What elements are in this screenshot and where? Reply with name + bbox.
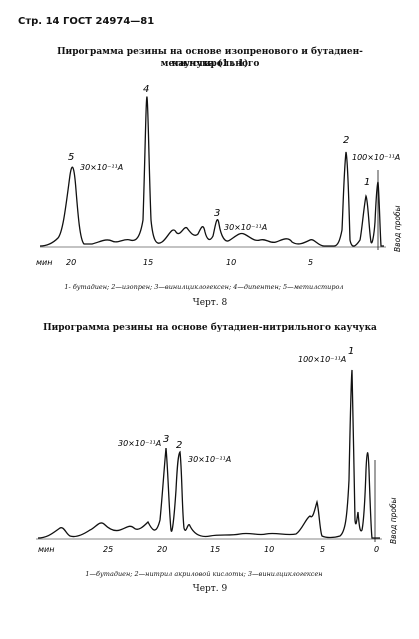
fig9-tick-10: 10: [264, 545, 274, 554]
fig9-title: Пирограмма резины на основе бутадиен-нит…: [43, 323, 377, 333]
fig9-peak-1: 1: [348, 346, 354, 357]
fig8-peak-2: 2: [343, 135, 349, 146]
fig8-tick-20: 20: [66, 258, 76, 267]
fig8-trace: [39, 96, 384, 247]
fig9-chert: Черт. 9: [192, 584, 228, 594]
fig9-trace: [37, 369, 380, 539]
fig8-chert: Черт. 8: [192, 298, 228, 308]
fig9-tick-5: 5: [320, 545, 325, 554]
fig8-tick-5: 5: [308, 258, 313, 267]
fig8-annotation-5: 30×10⁻¹¹A: [80, 163, 123, 172]
fig9-legend: 1—бутадиен; 2—нитрил акриловой кислоты; …: [85, 570, 323, 578]
page-header: Стр. 14 ГОСТ 24974—81: [18, 16, 155, 27]
fig9-injection-label: Ввод пробы: [389, 497, 398, 544]
fig8-annotation-2: 100×10⁻¹¹A: [352, 153, 400, 162]
fig8-peak-3: 3: [214, 208, 220, 219]
fig9-axis-unit: мин: [38, 545, 54, 554]
fig9-tick-20: 20: [157, 545, 167, 554]
fig8-legend: 1- бутадиен; 2—изопрен; 3—винилциклогекс…: [64, 283, 344, 291]
fig9-peak-2: 2: [176, 440, 182, 451]
fig8-injection-label: Ввод пробы: [393, 205, 402, 252]
fig9-chromatogram: 1 3 2 100×10⁻¹¹A 30×10⁻¹¹A 30×10⁻¹¹A Вво…: [36, 346, 398, 554]
fig9-annotation-2: 30×10⁻¹¹A: [188, 455, 231, 464]
fig8-chromatogram: 5 4 3 2 1 30×10⁻¹¹A 30×10⁻¹¹A 100×10⁻¹¹A…: [36, 84, 402, 267]
fig8-title-line2: каучука (1 : 1): [171, 59, 249, 69]
fig8-tick-15: 15: [143, 258, 153, 267]
fig8-peak-5: 5: [68, 152, 74, 163]
fig9-tick-15: 15: [210, 545, 220, 554]
fig8-peak-1: 1: [364, 177, 370, 188]
fig9-tick-0: 0: [374, 545, 379, 554]
fig9-annotation-3: 30×10⁻¹¹A: [118, 439, 161, 448]
fig8-peak-4: 4: [143, 84, 149, 95]
fig8-annotation-3: 30×10⁻¹¹A: [224, 223, 267, 232]
fig9-peak-3: 3: [163, 434, 169, 445]
fig8-title-line1: Пирограмма резины на основе изопренового…: [57, 47, 363, 69]
fig9-tick-25: 25: [103, 545, 113, 554]
fig9-annotation-1: 100×10⁻¹¹A: [298, 355, 346, 364]
fig8-tick-10: 10: [226, 258, 236, 267]
fig8-axis-unit: мин: [36, 258, 52, 267]
